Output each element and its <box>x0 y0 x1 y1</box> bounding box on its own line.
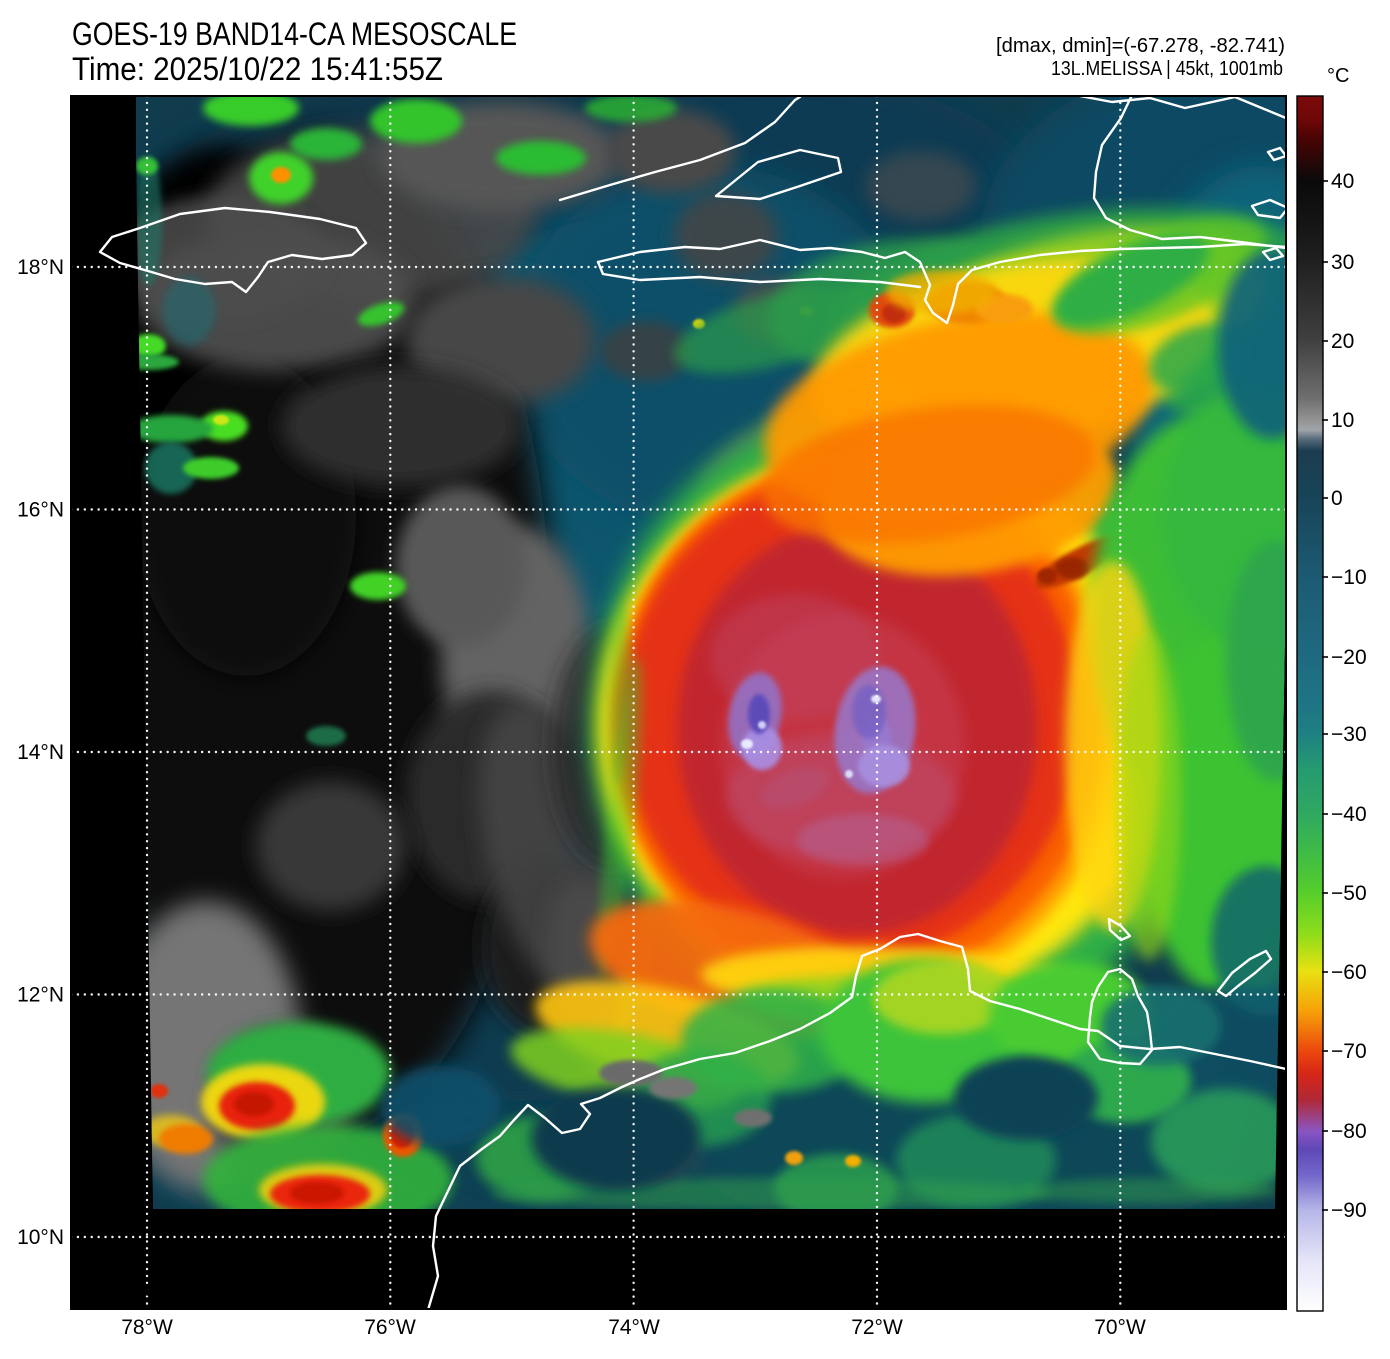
svg-text:−70: −70 <box>1331 1040 1367 1063</box>
svg-text:70°W: 70°W <box>1094 1316 1146 1339</box>
svg-text:18°N: 18°N <box>17 256 64 279</box>
svg-text:−50: −50 <box>1331 882 1367 905</box>
svg-text:−80: −80 <box>1331 1120 1367 1143</box>
svg-text:78°W: 78°W <box>121 1316 173 1339</box>
svg-text:Copyright © 2020-2025 Dapiya: Copyright © 2020-2025 Dapiya <box>77 1276 382 1301</box>
svg-text:−30: −30 <box>1331 723 1367 746</box>
svg-text:Time: 2025/10/22 15:41:55Z: Time: 2025/10/22 15:41:55Z <box>72 51 443 87</box>
svg-text:20: 20 <box>1331 330 1354 353</box>
svg-text:−40: −40 <box>1331 803 1367 826</box>
svg-text:12°N: 12°N <box>17 984 64 1007</box>
svg-text:−90: −90 <box>1331 1199 1367 1222</box>
svg-text:−60: −60 <box>1331 961 1367 984</box>
svg-text:10°N: 10°N <box>17 1226 64 1249</box>
svg-text:72°W: 72°W <box>851 1316 903 1339</box>
svg-text:16°N: 16°N <box>17 499 64 522</box>
svg-text:−20: −20 <box>1331 646 1367 669</box>
svg-text:0: 0 <box>1331 487 1343 510</box>
svg-text:74°W: 74°W <box>608 1316 660 1339</box>
svg-text:76°W: 76°W <box>364 1316 416 1339</box>
svg-text:[dmax, dmin]=(-67.278, -82.741: [dmax, dmin]=(-67.278, -82.741) <box>996 35 1285 57</box>
svg-text:°C: °C <box>1327 65 1349 87</box>
svg-text:GOES-19 BAND14-CA MESOSCALE: GOES-19 BAND14-CA MESOSCALE <box>72 16 517 52</box>
svg-text:40: 40 <box>1331 170 1354 193</box>
svg-text:30: 30 <box>1331 251 1354 274</box>
svg-text:13L.MELISSA | 45kt, 1001mb: 13L.MELISSA | 45kt, 1001mb <box>1051 58 1283 80</box>
svg-text:10: 10 <box>1331 409 1354 432</box>
svg-text:−10: −10 <box>1331 566 1367 589</box>
svg-text:14°N: 14°N <box>17 741 64 764</box>
